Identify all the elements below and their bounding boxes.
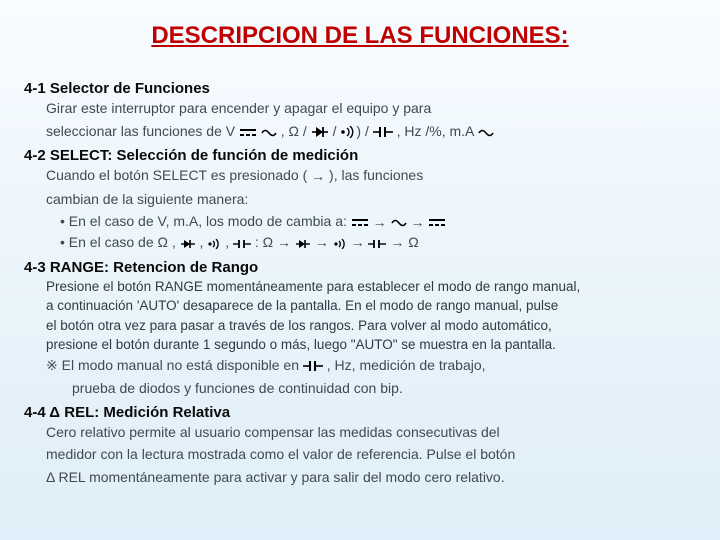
text-fragment: Cuando el botón SELECT es presionado ( [46, 167, 311, 183]
dc-icon [351, 218, 369, 228]
diode-icon [295, 239, 311, 249]
text-fragment: ), las funciones [329, 167, 423, 183]
text-4-3-line4: presione el botón durante 1 segundo o má… [46, 336, 696, 354]
arrow-icon: → [277, 233, 291, 253]
text-fragment: / [365, 123, 373, 139]
capacitor-icon [303, 360, 323, 372]
arrow-icon: → [315, 233, 329, 253]
text-fragment: : Ω [255, 234, 277, 250]
capacitor-icon [368, 239, 386, 249]
dc-icon [239, 128, 257, 138]
text-4-3-line2: a continuación 'AUTO' desaparece de la p… [46, 297, 696, 315]
bullet-4-2-b: • En el caso de Ω , , , : Ω → → → → Ω [60, 233, 696, 253]
text-fragment: ※ El modo manual no está disponible en [46, 357, 303, 373]
text-4-1-line1: Girar este interruptor para encender y a… [46, 99, 696, 118]
section-4-4: 4-4 Δ REL: Medición Relativa Cero relati… [24, 404, 696, 488]
text-4-3-line1: Presione el botón RANGE momentáneamente … [46, 278, 696, 296]
section-4-3: 4-3 RANGE: Retencion de Rango Presione e… [24, 259, 696, 398]
text-fragment: , [225, 234, 233, 250]
sound-icon [207, 239, 221, 249]
heading-4-1: 4-1 Selector de Funciones [24, 80, 696, 97]
text-4-4-line1: Cero relativo permite al usuario compens… [46, 423, 696, 442]
heading-4-2: 4-2 SELECT: Selección de función de medi… [24, 147, 696, 164]
heading-4-4: 4-4 Δ REL: Medición Relativa [24, 404, 696, 421]
arrow-icon: → [311, 167, 325, 186]
arrow-icon: → [410, 213, 424, 233]
page-title: DESCRIPCION DE LAS FUNCIONES: [24, 22, 696, 50]
text-4-3-line3: el botón otra vez para pasar a través de… [46, 317, 696, 335]
text-fragment: Ω [408, 234, 418, 250]
sound-icon [340, 126, 356, 138]
text-fragment: , Ω / [281, 123, 311, 139]
text-fragment: , Hz /%, m.A [397, 123, 478, 139]
arrow-icon: → [390, 233, 404, 253]
text-4-1-line2: seleccionar las funciones de V , Ω / / )… [46, 122, 696, 141]
heading-4-3: 4-3 RANGE: Retencion de Rango [24, 259, 696, 276]
text-fragment: • En el caso de V, m.A, los modo de camb… [60, 213, 351, 229]
sound-icon [333, 239, 347, 249]
arrow-icon: → [351, 233, 365, 253]
arrow-icon: → [373, 213, 387, 233]
text-4-4-line2: medidor con la lectura mostrada como el … [46, 445, 696, 464]
text-4-3-note1: ※ El modo manual no está disponible en ,… [46, 356, 696, 375]
section-4-2: 4-2 SELECT: Selección de función de medi… [24, 147, 696, 253]
diode-icon [180, 239, 196, 249]
dc-icon [428, 218, 446, 228]
ac-icon [478, 128, 494, 138]
text-fragment: , Hz, medición de trabajo, [327, 357, 486, 373]
text-4-4-line3: Δ REL momentáneamente para activar y par… [46, 468, 696, 487]
text-fragment: • En el caso de Ω , [60, 234, 180, 250]
ac-icon [391, 218, 407, 228]
ac-icon [261, 128, 277, 138]
section-4-1: 4-1 Selector de Funciones Girar este int… [24, 80, 696, 141]
diode-icon [311, 126, 329, 138]
text-4-3-note2: prueba de diodos y funciones de continui… [72, 379, 696, 398]
bullet-4-2-a: • En el caso de V, m.A, los modo de camb… [60, 212, 696, 232]
capacitor-icon [373, 126, 393, 138]
document-page: DESCRIPCION DE LAS FUNCIONES: 4-1 Select… [0, 0, 720, 503]
text-fragment: , [200, 234, 208, 250]
text-fragment: / [333, 123, 341, 139]
text-4-2-line2: cambian de la siguiente manera: [46, 190, 696, 209]
text-fragment: seleccionar las funciones de V [46, 123, 235, 139]
capacitor-icon [233, 239, 251, 249]
text-4-2-line1: Cuando el botón SELECT es presionado ( →… [46, 166, 696, 186]
